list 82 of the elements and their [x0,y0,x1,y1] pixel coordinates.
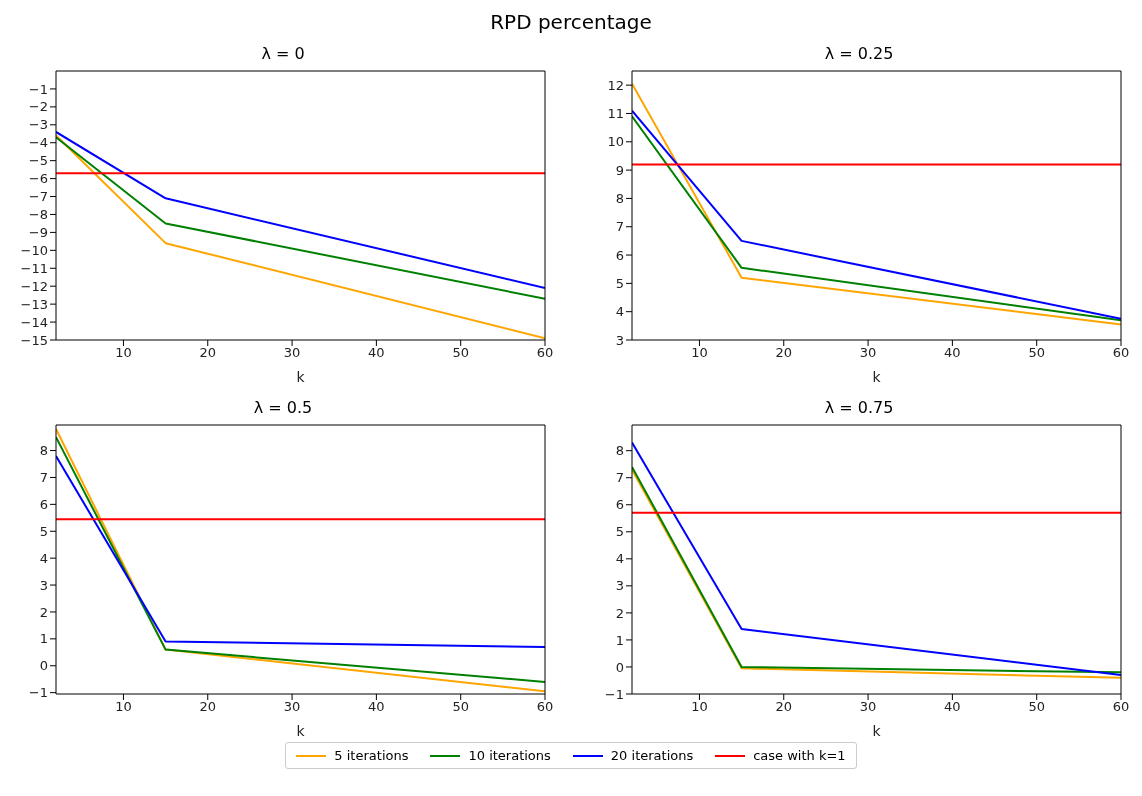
y-tick-label: −1 [28,685,48,701]
x-tick-label: 50 [452,699,469,715]
x-tick-label: 20 [199,345,217,361]
x-tick-label: 10 [691,345,708,361]
y-tick-label: 1 [39,631,48,647]
y-tick-label: 2 [39,604,48,620]
y-tick-label: 5 [39,523,48,539]
y-tick-label: 6 [615,247,624,263]
x-tick-label: 40 [944,699,961,715]
x-tick-label: 40 [368,345,385,361]
x-tick-label: 30 [859,699,877,715]
y-tick-label: −2 [28,99,48,115]
y-tick-label: 7 [615,219,624,235]
x-tick-label: 50 [1028,699,1045,715]
y-tick-label: 4 [615,551,624,567]
x-tick-label: 30 [283,699,301,715]
y-tick-label: 0 [39,658,48,674]
x-tick-label: 30 [283,345,301,361]
legend-label: 10 iterations [468,748,551,763]
y-tick-label: 2 [615,605,624,621]
y-tick-label: 6 [615,497,624,513]
y-tick-label: 1 [615,632,624,648]
y-tick-label: −8 [28,207,48,223]
y-tick-label: 5 [615,275,624,291]
y-tick-label: −1 [604,686,624,702]
text: RPD percentage [490,10,652,34]
y-tick-label: 6 [39,496,48,512]
legend-label: 20 iterations [610,748,694,763]
y-tick-label: 8 [615,191,624,207]
x-axis-title: k [872,723,882,739]
y-tick-label: 10 [607,134,624,150]
chart-title: λ = 0.5 [252,398,314,419]
x-tick-label: 50 [1028,345,1045,361]
y-tick-label: 9 [615,162,624,178]
x-tick-label: 20 [199,699,217,715]
x-tick-label: 30 [859,345,877,361]
y-tick-label: −5 [28,153,48,169]
y-tick-label: 3 [615,332,624,348]
y-tick-label: 4 [39,550,48,566]
x-axis-title: k [296,369,306,385]
x-tick-label: 60 [1112,345,1130,361]
y-tick-label: 7 [615,470,624,486]
x-tick-label: 20 [775,699,793,715]
x-tick-label: 10 [691,699,708,715]
x-tick-label: 60 [536,345,554,361]
y-tick-label: −6 [28,171,48,187]
legend-label: case with k=1 [753,748,846,763]
y-tick-label: −4 [28,135,48,151]
x-tick-label: 40 [944,345,961,361]
x-tick-label: 50 [452,345,469,361]
y-tick-label: −7 [28,189,48,205]
y-tick-label: 3 [39,577,48,593]
y-tick-label: −3 [28,117,48,133]
x-tick-label: 60 [1112,699,1130,715]
x-tick-label: 10 [115,345,132,361]
y-tick-label: −11 [20,260,48,276]
y-tick-label: −15 [20,332,48,348]
y-tick-label: 0 [615,659,624,675]
y-tick-label: 4 [615,304,624,320]
x-tick-label: 10 [115,699,132,715]
y-tick-label: −9 [28,225,48,241]
chart-title: λ = 0 [260,44,306,65]
x-axis-title: k [872,369,882,385]
legend-label: 5 iterations [334,748,409,763]
y-tick-label: 7 [39,470,48,486]
x-axis-title: k [296,723,306,739]
y-tick-label: 11 [607,106,624,122]
y-tick-label: −13 [20,296,48,312]
y-tick-label: 12 [607,77,624,93]
y-tick-label: −12 [20,278,48,294]
chart-title: λ = 0.75 [823,398,895,419]
y-tick-label: 3 [615,578,624,594]
chart-title: λ = 0.25 [823,44,895,65]
x-tick-label: 20 [775,345,793,361]
y-tick-label: 5 [615,524,624,540]
y-tick-label: −14 [20,314,48,330]
y-tick-label: 8 [615,443,624,459]
x-tick-label: 40 [368,699,385,715]
y-tick-label: −10 [20,242,48,258]
y-tick-label: 8 [39,443,48,459]
y-tick-label: −1 [28,81,48,97]
x-tick-label: 60 [536,699,554,715]
